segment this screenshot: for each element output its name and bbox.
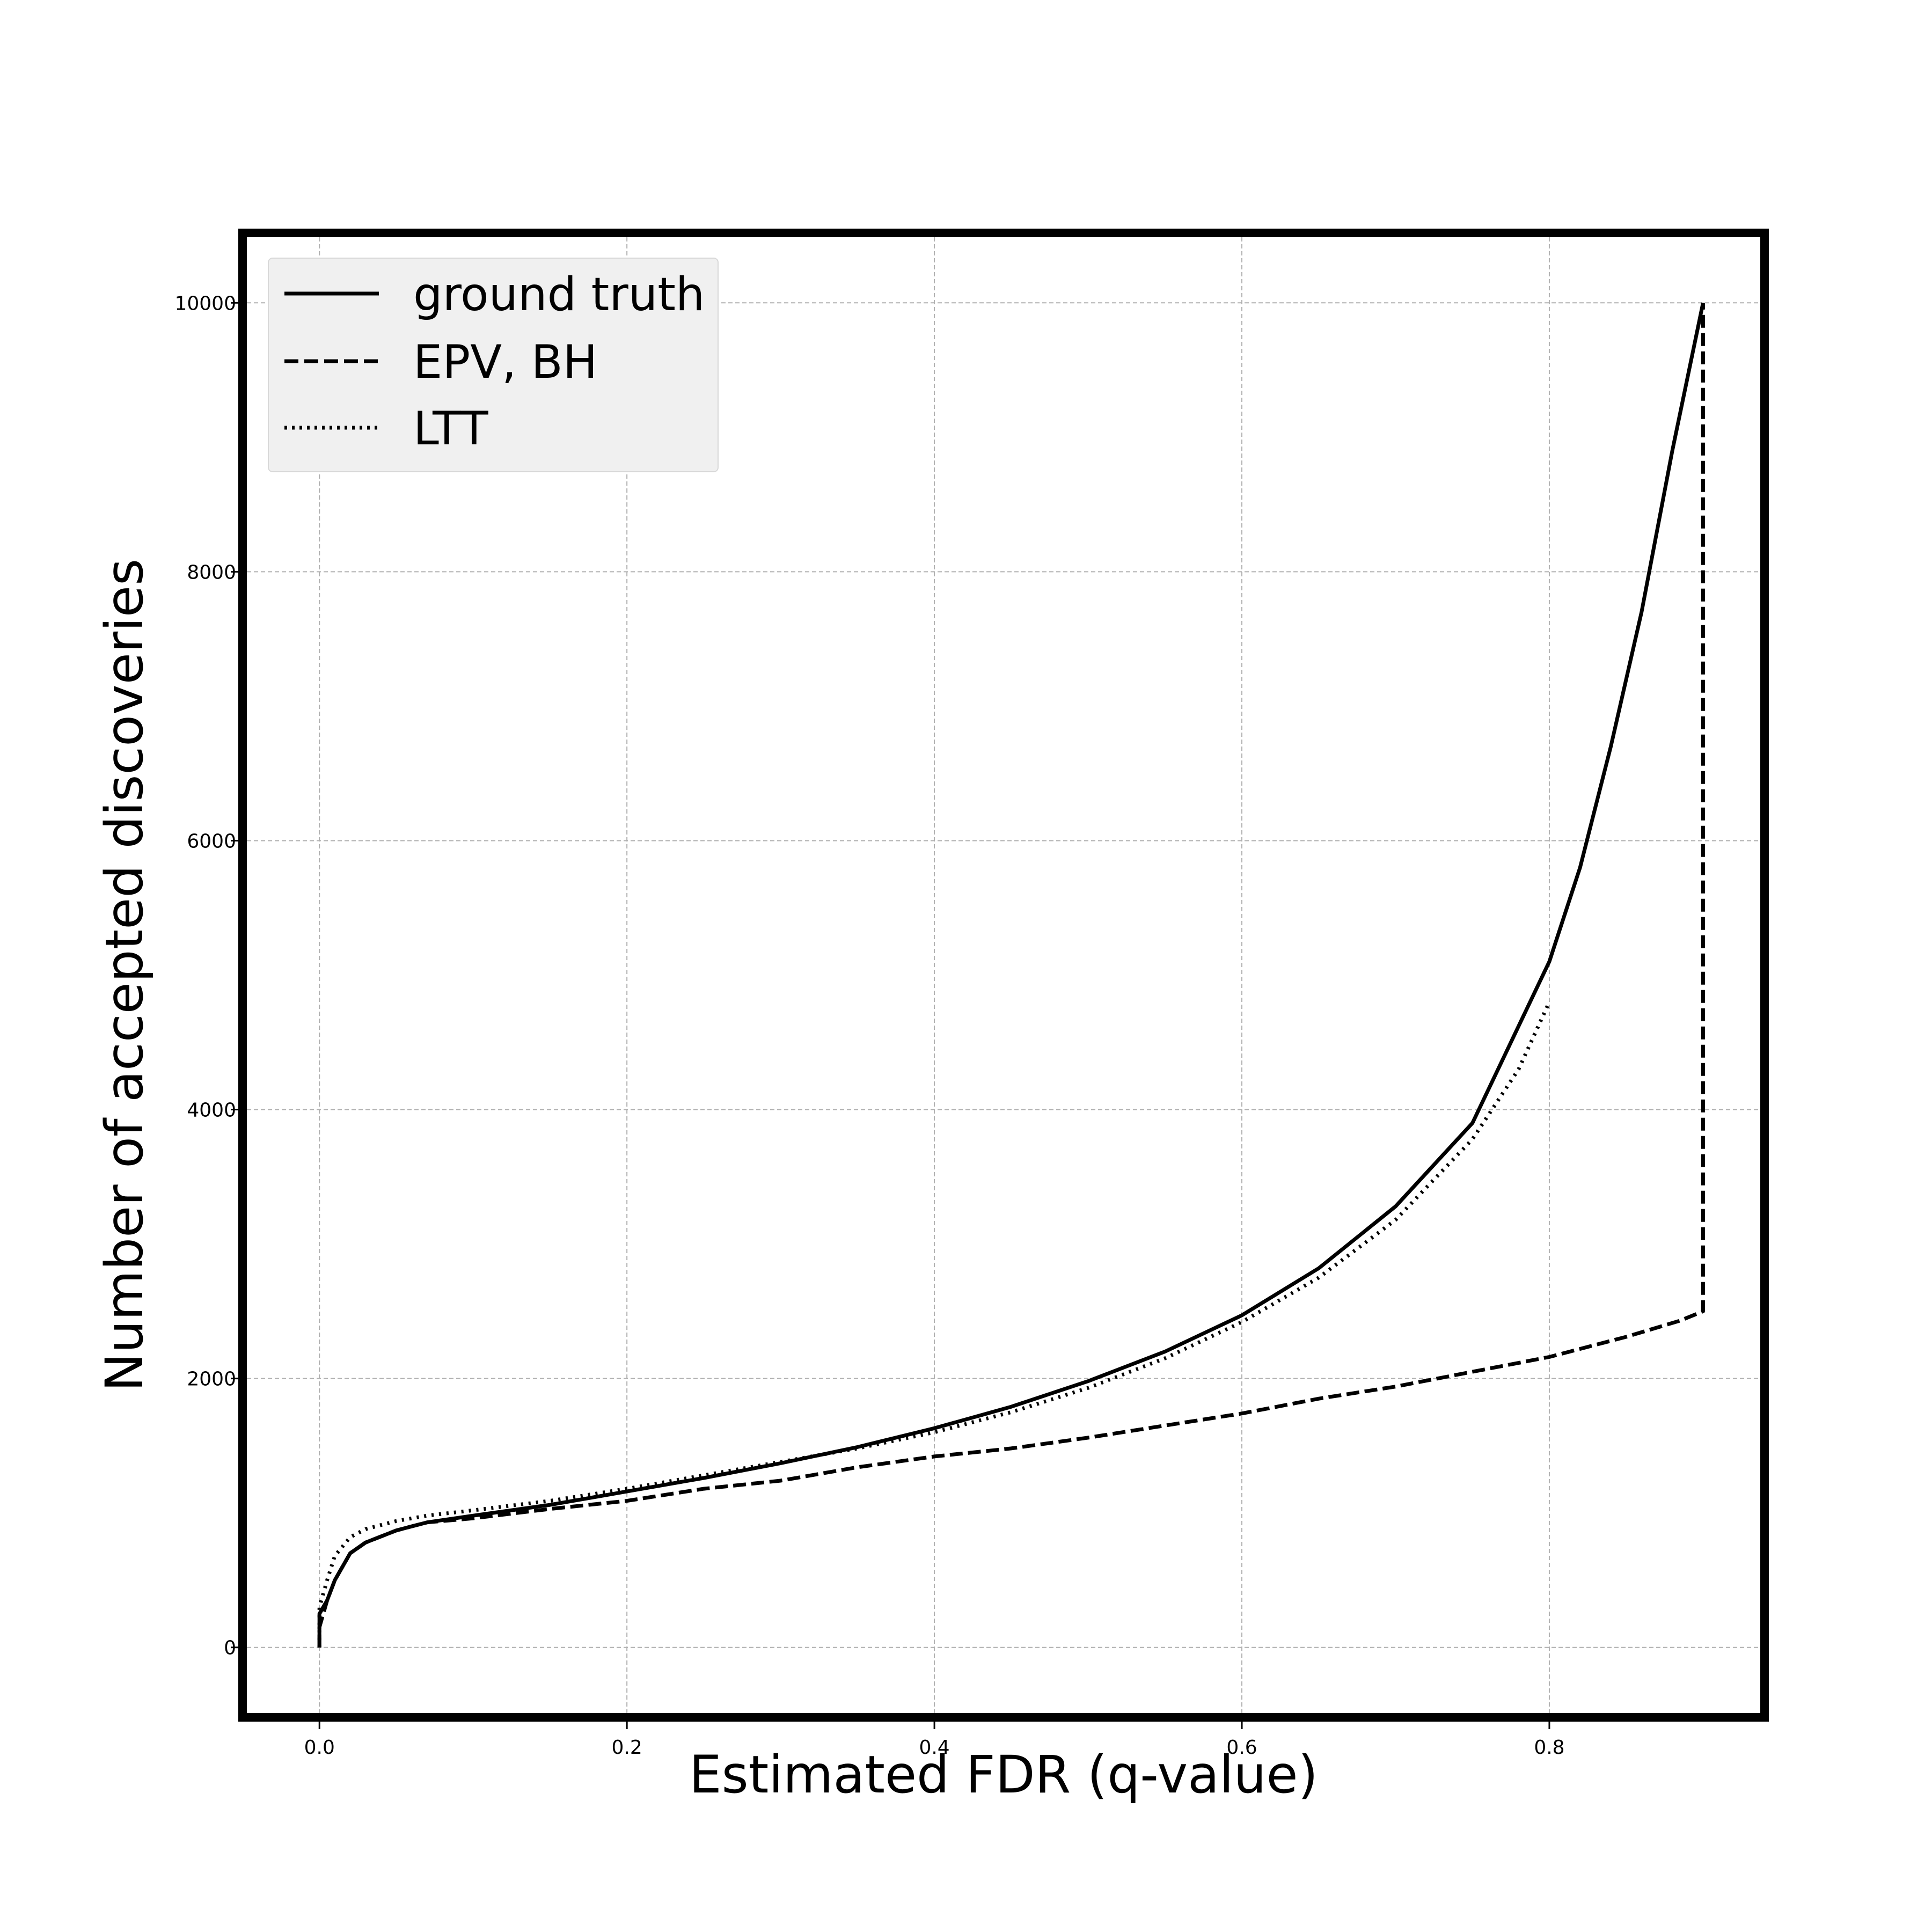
- legend-label-epv-bh: EPV, BH: [413, 335, 597, 389]
- grid: [247, 237, 1760, 1713]
- series-line-epv-bh: [317, 303, 1705, 1648]
- x-tick-label: 0.8: [1534, 1737, 1564, 1759]
- y-tick-label: 8000: [187, 561, 236, 583]
- y-axis-label: Number of accepted discoveries: [94, 559, 155, 1392]
- legend-label-ground-truth: ground truth: [413, 268, 705, 321]
- x-tick-label: 0.4: [919, 1737, 949, 1759]
- plot-series: [317, 302, 1705, 1648]
- series-line-ltt: [317, 1001, 1552, 1648]
- y-tick-label: 6000: [187, 830, 236, 852]
- axis-ticks: 0.0 0.2 0.4 0.6 0.8 0 2000 4000 6000 8000 10000: [174, 292, 1564, 1759]
- legend-box: [268, 258, 719, 472]
- series-line-ground-truth: [317, 302, 1705, 1648]
- x-tick-label: 0.2: [612, 1737, 642, 1759]
- x-tick-label: 0.6: [1226, 1737, 1257, 1759]
- x-tick-label: 0.0: [304, 1737, 335, 1759]
- x-axis-label: Estimated FDR (q-value): [689, 1745, 1318, 1805]
- y-tick-label: 4000: [187, 1100, 236, 1122]
- plot-frame: [238, 229, 1769, 1722]
- y-tick-label: 10000: [174, 292, 236, 314]
- legend: ground truth EPV, BH LTT: [268, 258, 719, 472]
- legend-label-ltt: LTT: [413, 402, 488, 456]
- y-tick-label: 0: [224, 1637, 236, 1659]
- y-tick-label: 2000: [187, 1368, 236, 1391]
